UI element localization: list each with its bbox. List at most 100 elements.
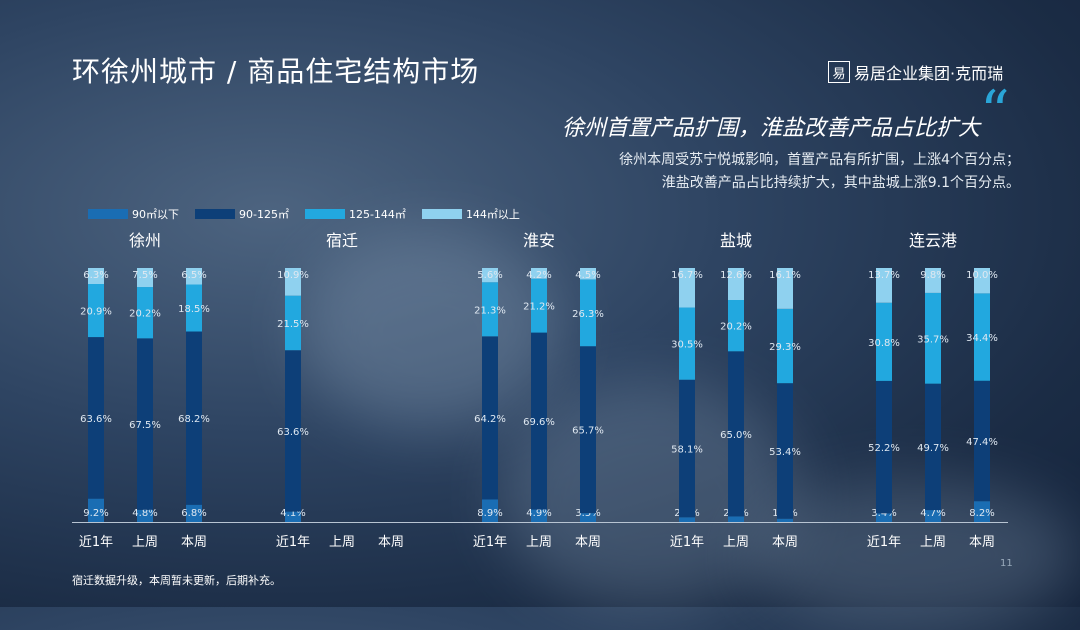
bar-3-2-1 <box>777 383 793 519</box>
legend-item-0: 90㎡以下 <box>88 206 179 222</box>
data-label-2-0-1: 64.2% <box>474 414 506 425</box>
bar-4-2-2 <box>974 293 990 381</box>
bar-category-label-3-2: 本周 <box>772 535 798 550</box>
data-label-4-2-1: 47.4% <box>966 437 998 448</box>
bar-2-0-2 <box>482 282 498 337</box>
page-title: 环徐州城市 / 商品住宅结构市场 <box>72 55 480 88</box>
data-label-4-0-1: 52.2% <box>868 443 900 454</box>
bar-0-0-1 <box>88 337 104 499</box>
bar-category-label-3-1: 上周 <box>723 535 749 550</box>
city-label-4: 连云港 <box>909 231 957 250</box>
data-label-1-0-1: 63.6% <box>277 427 309 438</box>
data-label-2-1-1: 69.6% <box>523 417 555 428</box>
data-label-0-1-0: 4.8% <box>132 508 157 519</box>
bar-0-0-0 <box>88 498 104 522</box>
data-label-4-1-0: 4.7% <box>920 508 945 519</box>
data-label-4-2-3: 10.0% <box>966 270 998 281</box>
legend-label-0: 90㎡以下 <box>132 208 179 221</box>
data-label-4-1-3: 9.8% <box>920 270 945 281</box>
bar-2-0-0 <box>482 499 498 522</box>
data-label-2-0-3: 5.6% <box>477 270 502 281</box>
bar-0-1-2 <box>137 287 153 339</box>
data-label-2-2-1: 65.7% <box>572 426 604 437</box>
bar-3-0-3 <box>679 268 695 308</box>
bar-4-0-3 <box>876 268 892 303</box>
data-label-4-1-1: 49.7% <box>917 443 949 454</box>
bar-1-0-0 <box>285 511 301 522</box>
legend-swatch-1 <box>195 209 235 219</box>
data-label-2-2-3: 4.5% <box>575 270 600 281</box>
bar-4-0-0 <box>876 513 892 522</box>
data-label-0-0-3: 6.3% <box>83 270 108 281</box>
city-label-3: 盐城 <box>720 231 752 250</box>
bar-category-label-0-1: 上周 <box>132 535 158 550</box>
data-label-3-0-3: 16.7% <box>671 270 703 281</box>
bar-4-0-2 <box>876 302 892 381</box>
data-label-0-1-3: 7.5% <box>132 270 157 281</box>
bar-category-label-2-2: 本周 <box>575 535 601 550</box>
bar-category-label-1-1: 上周 <box>329 535 355 550</box>
bar-0-2-2 <box>186 284 202 332</box>
data-label-4-0-0: 3.4% <box>871 508 896 519</box>
data-label-0-1-1: 67.5% <box>129 420 161 431</box>
bar-3-1-1 <box>728 351 744 517</box>
data-label-2-1-3: 4.2% <box>526 270 551 281</box>
data-label-0-2-3: 6.5% <box>181 270 206 281</box>
bar-0-0-2 <box>88 284 104 338</box>
bar-3-1-3 <box>728 268 744 301</box>
subtitle-line-2: 淮盐改善产品占比持续扩大，其中盐城上涨9.1个百分点。 <box>661 175 1020 191</box>
data-label-4-2-0: 8.2% <box>969 508 994 519</box>
chart-legend: 90㎡以下 90-125㎡ 125-144㎡ 144㎡以上 <box>88 206 520 222</box>
bar-2-0-1 <box>482 336 498 500</box>
bar-3-2-0 <box>777 518 793 522</box>
bar-category-label-4-0: 近1年 <box>867 535 901 550</box>
data-label-3-0-1: 58.1% <box>671 444 703 455</box>
data-label-3-2-3: 16.1% <box>769 270 801 281</box>
legend-label-3: 144㎡以上 <box>465 208 520 221</box>
data-label-4-0-2: 30.8% <box>868 338 900 349</box>
bar-0-1-1 <box>137 338 153 510</box>
bar-3-1-2 <box>728 300 744 352</box>
logo-icon: 易 <box>828 61 850 83</box>
brand-logo: 易 易居企业集团·克而瑞 <box>828 60 1003 84</box>
bar-2-1-3 <box>531 268 547 279</box>
data-label-2-2-2: 26.3% <box>572 309 604 320</box>
bar-3-2-3 <box>777 268 793 309</box>
data-label-4-0-3: 13.7% <box>868 270 900 281</box>
legend-label-2: 125-144㎡ <box>348 208 406 221</box>
data-label-3-0-2: 30.5% <box>671 340 703 351</box>
bar-4-0-1 <box>876 380 892 514</box>
bar-0-2-1 <box>186 331 202 505</box>
legend-label-1: 90-125㎡ <box>239 208 289 221</box>
bar-4-2-3 <box>974 268 990 294</box>
bar-category-label-2-0: 近1年 <box>473 535 507 550</box>
legend-item-3: 144㎡以上 <box>421 206 520 222</box>
data-label-0-2-1: 68.2% <box>178 414 210 425</box>
data-label-3-1-2: 20.2% <box>720 322 752 333</box>
bar-1-0-3 <box>285 268 301 296</box>
data-label-2-0-2: 21.3% <box>474 305 506 316</box>
data-label-0-2-2: 18.5% <box>178 304 210 315</box>
bar-3-0-2 <box>679 307 695 380</box>
bar-4-1-3 <box>925 268 941 293</box>
bar-category-label-0-0: 近1年 <box>79 535 113 550</box>
data-label-1-0-2: 21.5% <box>277 319 309 330</box>
bar-3-0-0 <box>679 517 695 522</box>
bar-0-0-3 <box>88 268 104 285</box>
data-label-0-2-0: 6.8% <box>181 508 206 519</box>
bar-category-label-4-2: 本周 <box>969 535 995 550</box>
bar-3-0-1 <box>679 379 695 518</box>
bar-category-label-4-1: 上周 <box>920 535 946 550</box>
quote-mark-icon: “ <box>980 78 1010 146</box>
data-label-0-0-0: 9.2% <box>83 508 108 519</box>
bar-1-0-2 <box>285 295 301 351</box>
bar-2-2-2 <box>580 279 596 347</box>
data-label-0-0-1: 63.6% <box>80 414 112 425</box>
legend-item-2: 125-144㎡ <box>304 206 406 222</box>
data-label-1-0-0: 4.1% <box>280 508 305 519</box>
bar-1-0-1 <box>285 350 301 512</box>
bar-2-2-0 <box>580 513 596 522</box>
bar-2-1-0 <box>531 509 547 522</box>
data-label-2-1-0: 4.9% <box>526 508 551 519</box>
